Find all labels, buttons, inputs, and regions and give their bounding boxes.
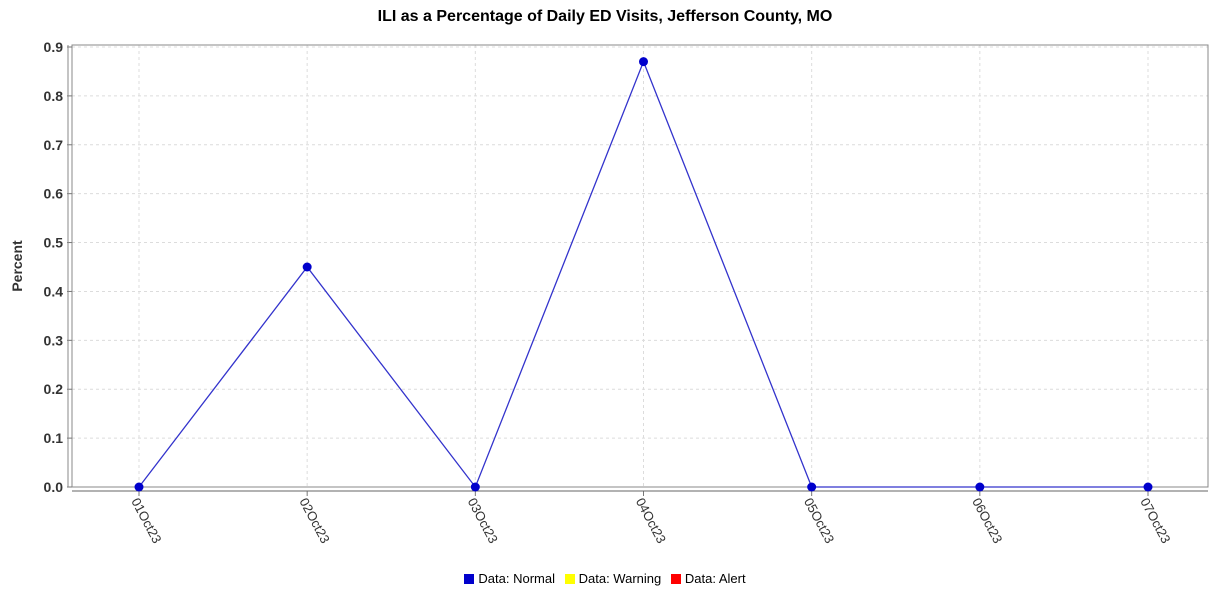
x-tick-label: 01Oct23 <box>128 495 164 545</box>
chart-title: ILI as a Percentage of Daily ED Visits, … <box>377 8 833 25</box>
legend-swatch-normal <box>464 573 475 584</box>
series-data-normal <box>134 57 1153 492</box>
y-tick-label: 0.7 <box>44 137 64 153</box>
y-tick-label: 0.1 <box>44 430 64 446</box>
y-tick-label: 0.6 <box>44 186 64 202</box>
data-point <box>639 57 648 67</box>
y-tick-labels: 0.0 0.1 0.2 0.3 0.4 0.5 0.6 0.7 0.8 0.9 <box>44 39 64 495</box>
legend-swatch-alert <box>670 573 681 584</box>
data-point <box>470 482 480 492</box>
y-tick-label: 0.2 <box>44 381 64 397</box>
x-tick-labels: 01Oct23 02Oct23 03Oct23 04Oct23 05Oct23 06Oct… <box>128 495 1173 545</box>
plot-area <box>71 44 1209 488</box>
x-tick-label: 04Oct23 <box>633 495 669 545</box>
legend-item-alert: Data: Alert <box>670 571 746 586</box>
y-tick-label: 0.3 <box>44 332 64 348</box>
data-point <box>134 482 144 492</box>
x-tick-label: 05Oct23 <box>801 495 837 545</box>
data-point <box>302 262 312 272</box>
x-tick-label: 06Oct23 <box>969 495 1005 545</box>
legend-item-warning: Data: Warning <box>564 571 662 586</box>
y-tick-label: 0.0 <box>44 479 64 495</box>
data-point <box>975 482 985 492</box>
legend-item-normal: Data: Normal <box>464 571 555 586</box>
data-point <box>807 482 817 492</box>
y-tick-label: 0.5 <box>44 235 64 251</box>
x-tick-label: 07Oct23 <box>1137 495 1173 545</box>
axes <box>67 44 1209 496</box>
data-point <box>1143 482 1153 492</box>
legend-swatch-warning <box>564 573 575 584</box>
x-tick-label: 03Oct23 <box>465 495 501 545</box>
legend-label-warning: Data: Warning <box>578 571 662 586</box>
y-axis-label: Percent <box>9 240 25 292</box>
y-tick-label: 0.8 <box>44 88 64 104</box>
legend: Data: Normal Data: Warning Data: Alert <box>0 571 1210 587</box>
x-tick-label: 02Oct23 <box>297 495 333 545</box>
gridlines <box>72 45 1208 487</box>
legend-label-alert: Data: Alert <box>684 571 746 586</box>
y-tick-label: 0.9 <box>44 39 64 55</box>
legend-label-normal: Data: Normal <box>478 571 555 586</box>
y-tick-label: 0.4 <box>44 283 64 299</box>
